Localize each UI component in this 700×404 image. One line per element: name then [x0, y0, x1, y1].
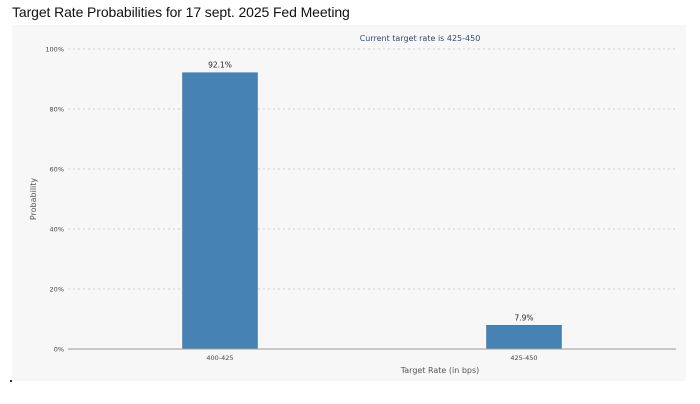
bars	[182, 72, 562, 350]
chart-subtitle: Current target rate is 425-450	[360, 34, 481, 43]
y-tick-label: 40%	[50, 226, 64, 234]
data-label: 7.9%	[514, 313, 533, 322]
y-tick-label: 60%	[50, 166, 64, 174]
y-tick-label: 80%	[50, 106, 64, 114]
y-axis-title: Probability	[29, 178, 38, 221]
page-title: Target Rate Probabilities for 17 sept. 2…	[12, 4, 350, 20]
x-tick-label: 400-425	[206, 354, 233, 362]
bar-400-425	[182, 72, 258, 350]
x-axis-ticks: 400-425 425-450	[206, 354, 537, 362]
data-labels: 92.1% 7.9%	[208, 61, 533, 323]
x-tick-label: 425-450	[510, 354, 537, 362]
gridlines	[68, 48, 676, 290]
data-label: 92.1%	[208, 61, 232, 70]
stray-dot	[10, 380, 12, 382]
y-tick-label: 100%	[45, 46, 64, 54]
bar-chart: 0% 20% 40% 60% 80% 100% 92.1% 7.9% 400-425 425-…	[29, 34, 676, 375]
x-axis-title: Target Rate (in bps)	[400, 366, 480, 375]
y-tick-label: 0%	[54, 346, 64, 354]
bar-425-450	[486, 325, 562, 350]
chart-panel: 0% 20% 40% 60% 80% 100% 92.1% 7.9% 400-425 425-…	[12, 25, 686, 381]
y-tick-label: 20%	[50, 286, 64, 294]
y-axis-ticks: 0% 20% 40% 60% 80% 100%	[45, 46, 64, 354]
